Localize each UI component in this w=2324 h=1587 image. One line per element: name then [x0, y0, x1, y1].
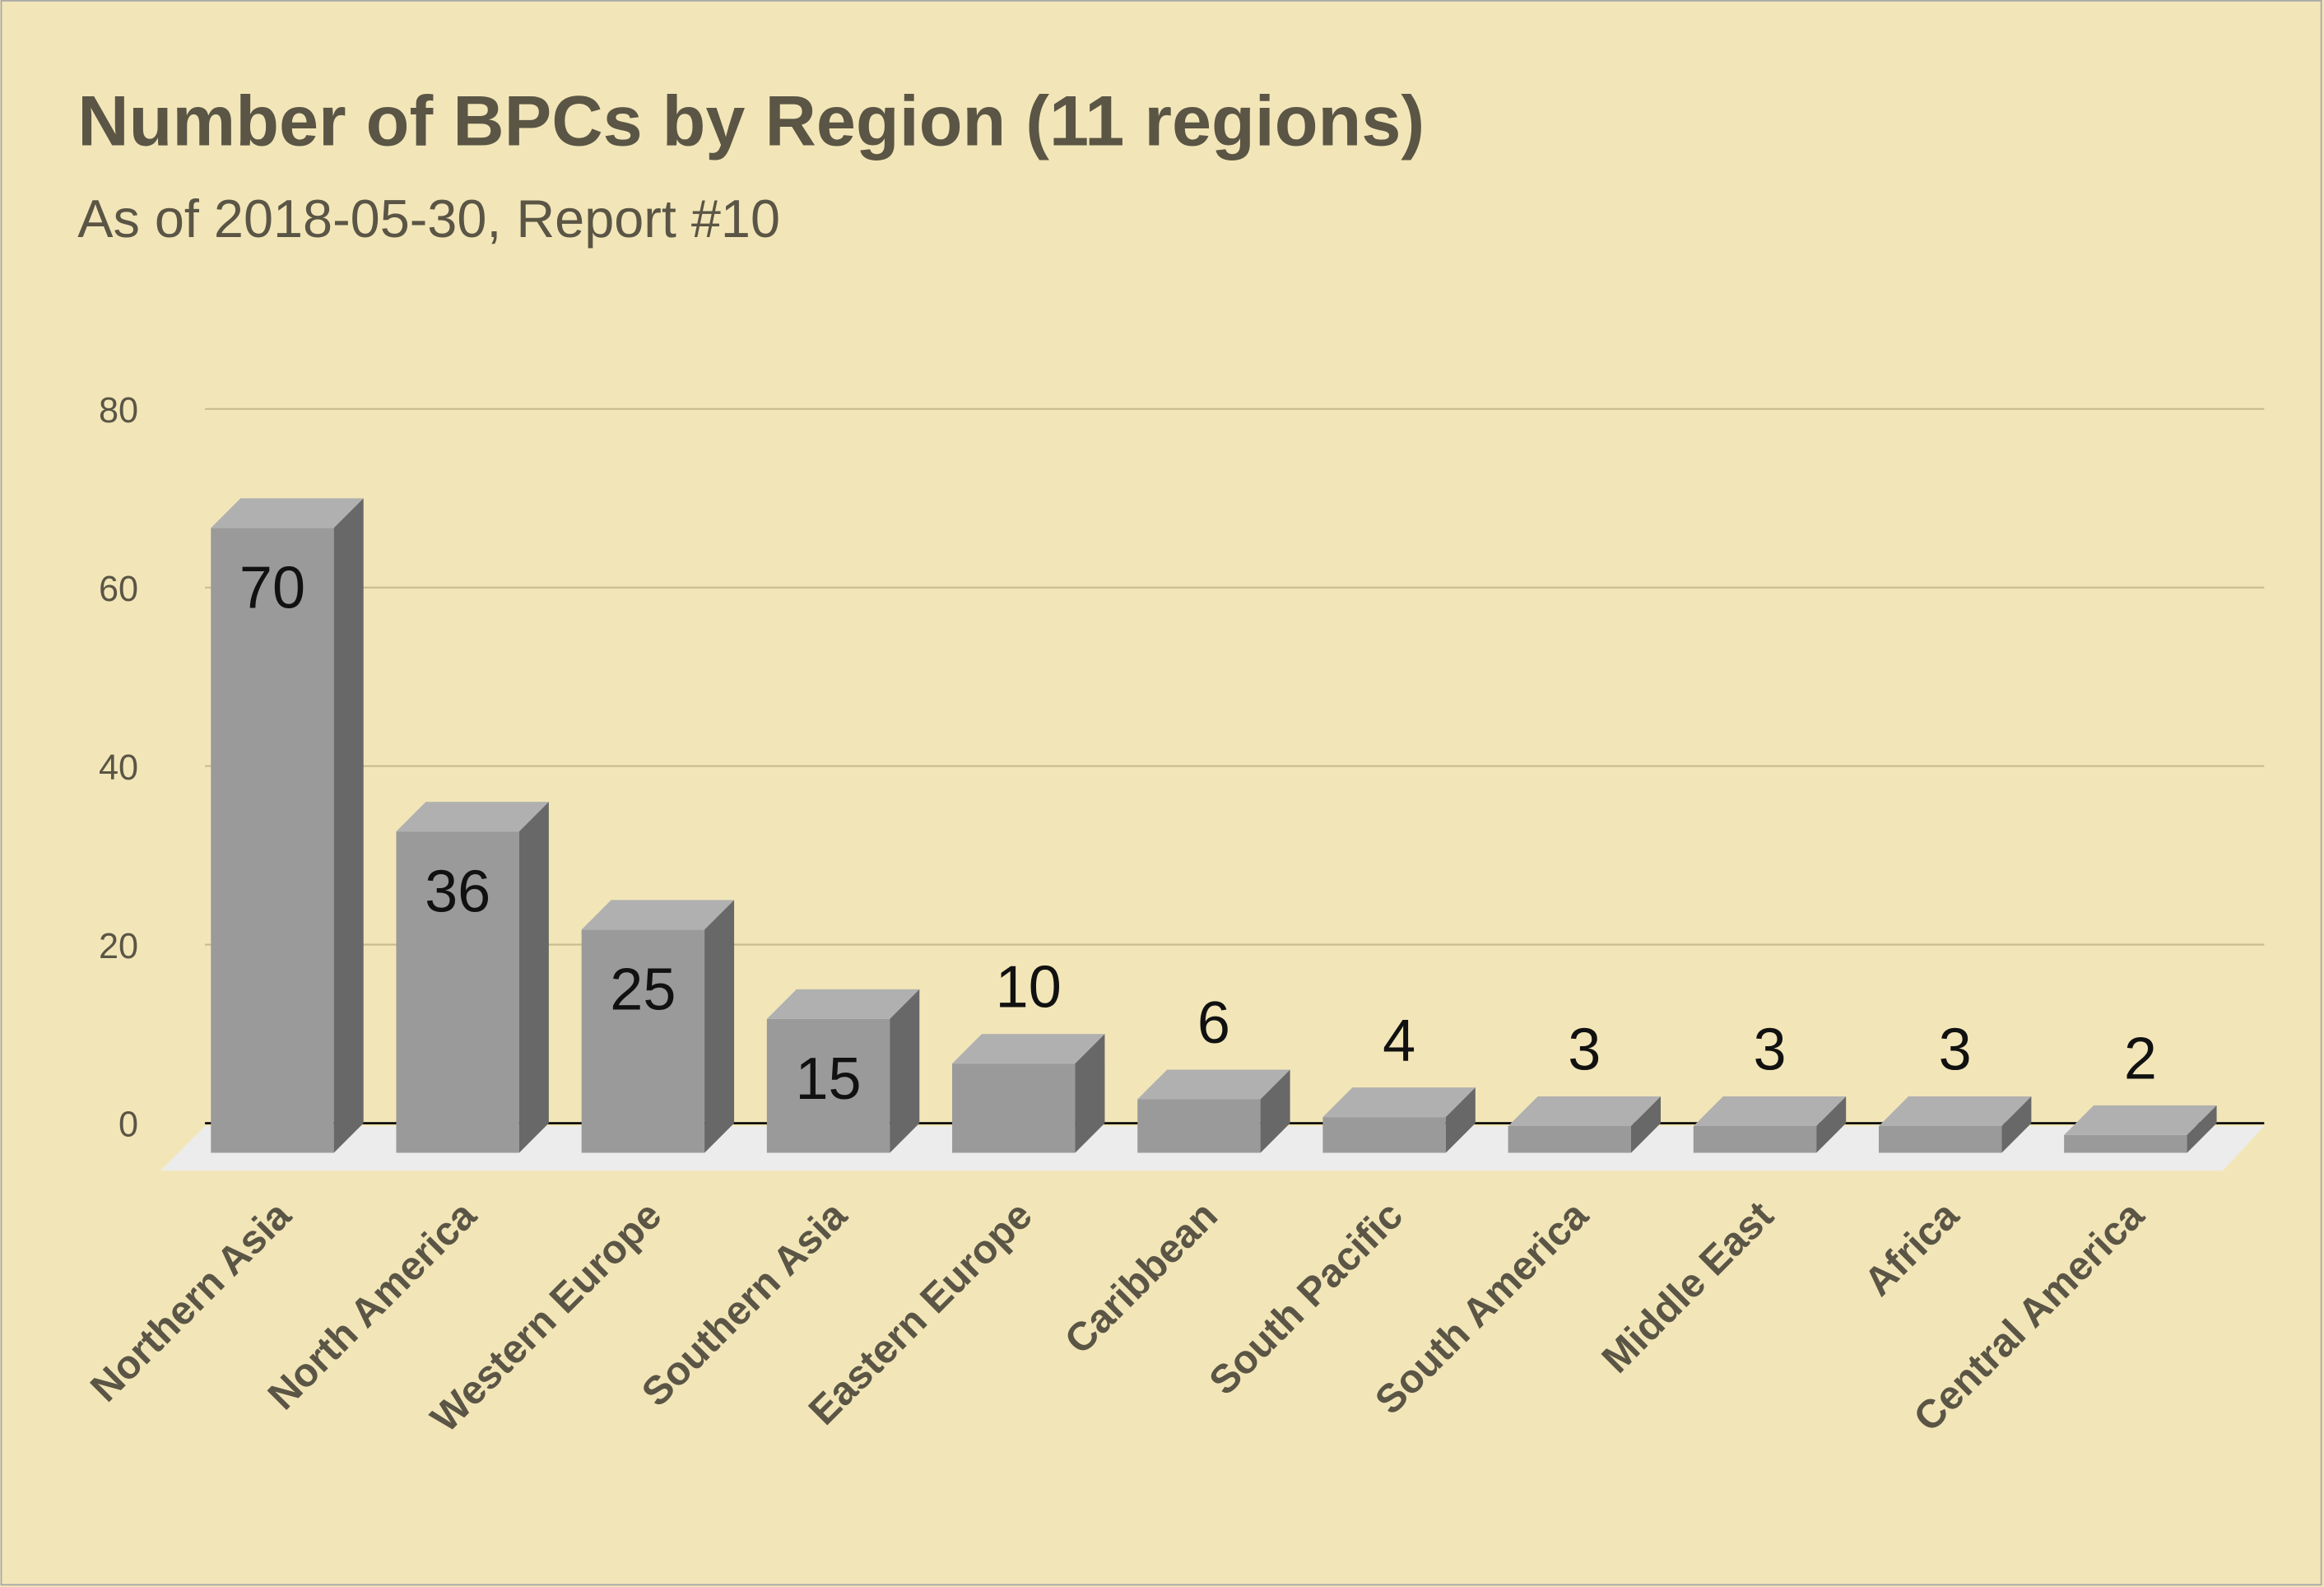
bar-face — [2001, 1096, 2032, 1153]
bar-face — [211, 498, 364, 528]
y-tick-label: 60 — [99, 570, 138, 609]
value-label: 4 — [1383, 1008, 1415, 1074]
bar — [581, 900, 735, 1153]
bar-face — [1445, 1087, 1476, 1153]
bar-face — [2187, 1105, 2217, 1153]
bar-face — [1322, 1087, 1476, 1118]
bar-face — [211, 528, 334, 1153]
bar-face — [1878, 1096, 2032, 1127]
bar-face — [2064, 1105, 2217, 1135]
bar-face — [952, 1063, 1076, 1153]
bar-face — [1508, 1096, 1662, 1127]
bar-face — [1260, 1069, 1290, 1153]
bar-face — [890, 989, 920, 1153]
value-label: 3 — [1753, 1017, 1786, 1083]
value-label: 3 — [1939, 1017, 1972, 1083]
bar-face — [518, 802, 549, 1153]
bar-face — [581, 900, 735, 930]
value-label: 36 — [425, 859, 490, 924]
bar-face — [1137, 1099, 1261, 1153]
bar-face — [1693, 1126, 1817, 1153]
bar — [1693, 1096, 1847, 1153]
value-label: 6 — [1197, 990, 1230, 1056]
y-tick-label: 0 — [119, 1105, 138, 1145]
y-tick-label: 40 — [99, 748, 138, 788]
bar-face — [1878, 1126, 2002, 1153]
bar-face — [1816, 1096, 1847, 1153]
bar-face — [952, 1034, 1105, 1064]
value-label: 10 — [996, 955, 1062, 1021]
bar-face — [766, 989, 920, 1019]
bar — [1137, 1069, 1290, 1153]
bar-face — [766, 1018, 890, 1153]
bar-face — [704, 900, 735, 1153]
bar-face — [1508, 1126, 1632, 1153]
value-label: 15 — [796, 1046, 862, 1112]
bar — [211, 498, 364, 1153]
bar — [952, 1034, 1105, 1153]
bar — [396, 802, 549, 1153]
bar-face — [1631, 1096, 1662, 1153]
bar-face — [396, 831, 519, 1153]
bar-face — [581, 929, 705, 1153]
chart-title: Number of BPCs by Region (11 regions) — [77, 81, 1425, 161]
bar-face — [1322, 1117, 1446, 1153]
value-label: 25 — [610, 957, 676, 1023]
bar-face — [2064, 1134, 2187, 1153]
bar-face — [396, 802, 549, 832]
bar-face — [1075, 1034, 1105, 1153]
bar-face — [1137, 1069, 1290, 1100]
y-tick-label: 80 — [99, 391, 138, 430]
value-label: 70 — [239, 556, 305, 621]
bar — [1508, 1096, 1662, 1153]
bar — [1322, 1087, 1476, 1153]
value-label: 3 — [1568, 1017, 1601, 1083]
y-tick-label: 20 — [99, 927, 138, 966]
value-label: 2 — [2124, 1026, 2157, 1091]
bar-face — [333, 498, 364, 1153]
bar — [1878, 1096, 2032, 1153]
bar-face — [1693, 1096, 1847, 1127]
chart-subtitle: As of 2018-05-30, Report #10 — [77, 188, 780, 249]
bar — [2064, 1105, 2217, 1153]
bar — [766, 989, 920, 1153]
